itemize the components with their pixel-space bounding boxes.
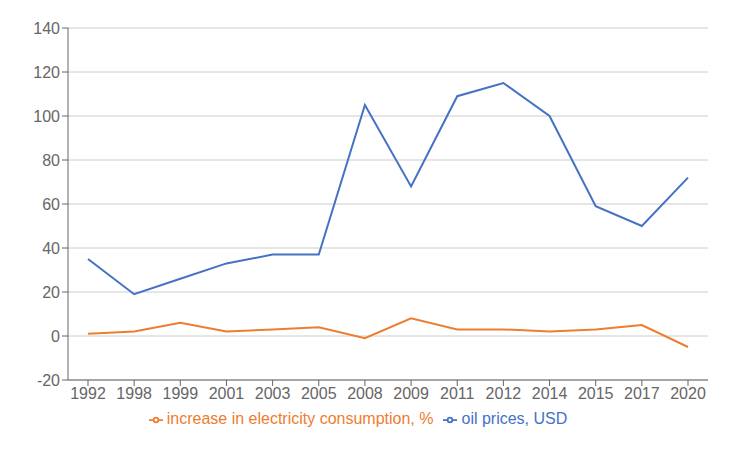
svg-text:2014: 2014 <box>532 385 568 402</box>
svg-text:20: 20 <box>42 284 60 301</box>
svg-text:100: 100 <box>33 108 60 125</box>
svg-text:80: 80 <box>42 152 60 169</box>
svg-text:2017: 2017 <box>624 385 660 402</box>
html-text:oil prices, USD: oil prices, USD <box>461 410 568 427</box>
html-text:increase in electricity consum: increase in electricity consumption, % <box>166 410 434 427</box>
svg-text:1998: 1998 <box>116 385 152 402</box>
svg-text:2003: 2003 <box>255 385 291 402</box>
svg-text:1992: 1992 <box>70 385 106 402</box>
svg-text:0: 0 <box>51 328 60 345</box>
svg-text:2009: 2009 <box>393 385 429 402</box>
svg-text:1999: 1999 <box>163 385 199 402</box>
svg-text:2008: 2008 <box>347 385 383 402</box>
svg-text:40: 40 <box>42 240 60 257</box>
svg-text:2020: 2020 <box>670 385 706 402</box>
svg-text:120: 120 <box>33 64 60 81</box>
svg-text:2001: 2001 <box>209 385 245 402</box>
svg-text:2015: 2015 <box>578 385 614 402</box>
svg-text:2012: 2012 <box>486 385 522 402</box>
svg-text:140: 140 <box>33 20 60 37</box>
svg-text:2011: 2011 <box>440 385 475 402</box>
svg-text:-20: -20 <box>37 372 60 389</box>
svg-text:60: 60 <box>42 196 60 213</box>
svg-text:2005: 2005 <box>301 385 337 402</box>
